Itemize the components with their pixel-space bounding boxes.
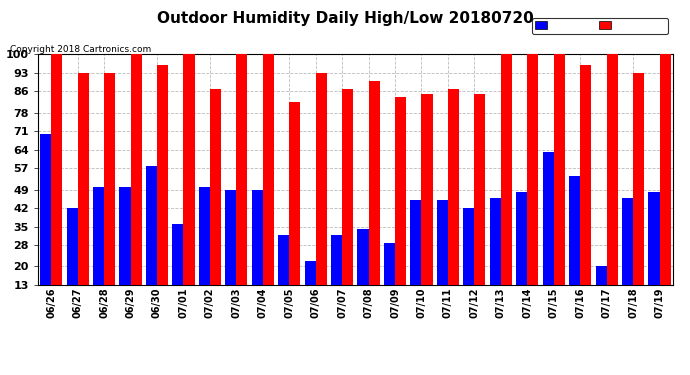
- Bar: [516, 192, 527, 285]
- Bar: [93, 187, 104, 285]
- Bar: [252, 190, 263, 285]
- Bar: [210, 89, 221, 285]
- Bar: [342, 89, 353, 285]
- Bar: [368, 81, 380, 285]
- Bar: [595, 267, 607, 285]
- Bar: [474, 94, 486, 285]
- Bar: [569, 176, 580, 285]
- Bar: [172, 224, 184, 285]
- Bar: [422, 94, 433, 285]
- Bar: [304, 261, 315, 285]
- Bar: [315, 73, 327, 285]
- Bar: [490, 198, 501, 285]
- Bar: [384, 243, 395, 285]
- Bar: [130, 54, 141, 285]
- Text: Outdoor Humidity Daily High/Low 20180720: Outdoor Humidity Daily High/Low 20180720: [157, 11, 533, 26]
- Bar: [66, 208, 77, 285]
- Bar: [463, 208, 474, 285]
- Bar: [580, 65, 591, 285]
- Legend: Low  (%), High  (%): Low (%), High (%): [533, 18, 668, 33]
- Bar: [263, 54, 274, 285]
- Bar: [236, 54, 248, 285]
- Bar: [225, 190, 236, 285]
- Bar: [157, 65, 168, 285]
- Bar: [51, 54, 62, 285]
- Bar: [633, 73, 644, 285]
- Bar: [289, 102, 300, 285]
- Bar: [104, 73, 115, 285]
- Bar: [501, 54, 512, 285]
- Bar: [448, 89, 459, 285]
- Bar: [119, 187, 130, 285]
- Bar: [199, 187, 210, 285]
- Bar: [395, 97, 406, 285]
- Text: Copyright 2018 Cartronics.com: Copyright 2018 Cartronics.com: [10, 45, 152, 54]
- Bar: [184, 54, 195, 285]
- Bar: [542, 153, 553, 285]
- Bar: [411, 200, 422, 285]
- Bar: [146, 166, 157, 285]
- Bar: [607, 54, 618, 285]
- Bar: [527, 54, 538, 285]
- Bar: [331, 235, 342, 285]
- Bar: [437, 200, 448, 285]
- Bar: [40, 134, 51, 285]
- Bar: [278, 235, 289, 285]
- Bar: [649, 192, 660, 285]
- Bar: [622, 198, 633, 285]
- Bar: [77, 73, 89, 285]
- Bar: [357, 230, 368, 285]
- Bar: [553, 54, 565, 285]
- Bar: [660, 54, 671, 285]
